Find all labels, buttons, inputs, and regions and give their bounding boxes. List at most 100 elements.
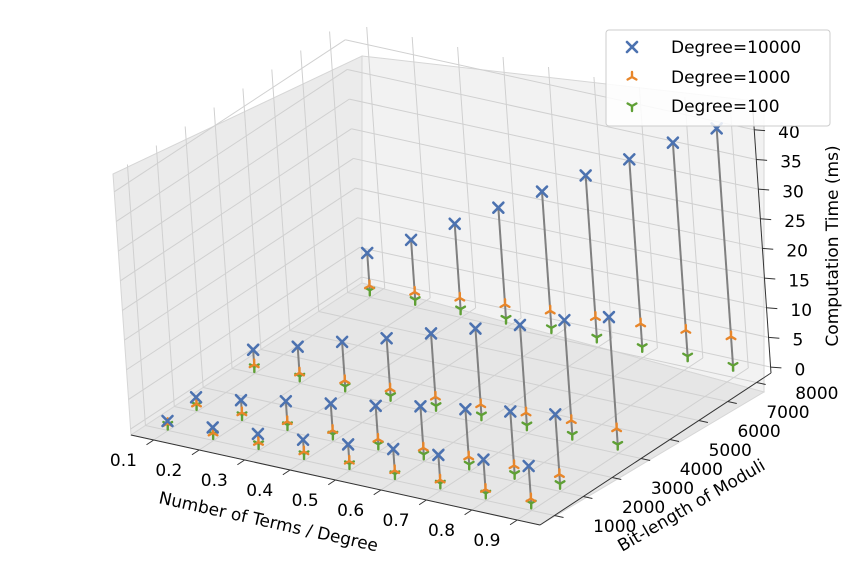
marker-degree-1000 [508, 459, 520, 470]
grid-line-z-side [124, 187, 356, 341]
x-tick-label: 0.2 [155, 461, 182, 481]
z-tick-mark [768, 336, 780, 339]
marker-degree-1000 [190, 397, 203, 408]
y-tick-mark [583, 496, 593, 499]
y-tick-label: 5000 [709, 441, 752, 461]
z-tick-label: 35 [780, 153, 802, 173]
x-tick-label: 0.8 [428, 521, 455, 541]
grid-line-y-floor [289, 330, 699, 421]
marker-degree-10000 [246, 343, 260, 357]
legend: Degree=10000 Degree=1000 Degree=100 [605, 29, 831, 127]
grid-line-y-side [242, 88, 262, 350]
z-axis-label: Computation Time (ms) [823, 145, 843, 346]
z-tick-label: 20 [786, 242, 808, 262]
x-tick-label: 0.5 [292, 491, 319, 511]
x-tick-mark [373, 489, 382, 496]
marker-degree-10000 [279, 394, 293, 408]
grid-line-z-side [118, 98, 350, 252]
marker-degree-10000 [234, 393, 248, 407]
marker-degree-1000 [429, 390, 441, 401]
grid-line-x-floor [289, 317, 522, 471]
grid-line-x-floor [244, 307, 476, 461]
grid-line-z-side [115, 69, 348, 222]
z-tick-mark [756, 158, 768, 161]
x-tick-mark [237, 459, 245, 466]
grid-line-z-side [126, 217, 358, 371]
marker-degree-1000 [339, 374, 351, 385]
marker-degree-10000 [404, 233, 418, 247]
y-tick-label: 2000 [622, 498, 665, 518]
marker-degree-10000 [522, 459, 535, 473]
marker-degree-100 [636, 343, 648, 354]
marker-degree-10000 [369, 399, 382, 413]
marker-degree-100 [385, 392, 397, 402]
data-markers [161, 122, 739, 510]
marker-degree-10000 [341, 438, 355, 451]
x-tick-mark [282, 469, 291, 476]
marker-degree-10000 [513, 318, 527, 332]
grid-line-z-back [353, 157, 763, 249]
y-tick-mark [640, 458, 651, 461]
y-tick-mark [554, 515, 564, 518]
z-tick-mark [762, 247, 774, 250]
marker-degree-100 [430, 402, 442, 412]
marker-degree-1000 [293, 366, 306, 377]
marker-degree-10000 [459, 402, 472, 416]
legend-box [605, 29, 831, 127]
z-tick-label: 40 [778, 123, 800, 143]
marker-degree-10000 [360, 246, 374, 260]
grid-line-y-side [184, 126, 204, 388]
grid-line-y-floor [318, 311, 728, 402]
grid-line-z-side [113, 39, 346, 193]
marker-degree-100 [339, 382, 351, 393]
marker-degree-100 [591, 333, 603, 344]
legend-marker-degree-1000 [626, 70, 638, 81]
marker-degree-1000 [525, 492, 537, 503]
marker-degree-1000 [363, 279, 376, 290]
z-tick-mark [754, 129, 766, 132]
legend-marker-degree-10000 [625, 40, 639, 54]
legend-marker-degree-100 [626, 102, 638, 113]
marker-degree-1000 [434, 473, 446, 484]
marker-degree-1000 [454, 291, 466, 302]
z-tick-mark [758, 188, 770, 191]
x-tick-label: 0.9 [473, 531, 500, 551]
grid-line-z-back [349, 98, 759, 190]
z-tick-label: 30 [782, 182, 804, 202]
marker-degree-10000 [477, 453, 490, 466]
grid-line-z-side [120, 128, 352, 282]
marker-degree-10000 [602, 310, 616, 324]
marker-degree-1000 [384, 382, 396, 393]
legend-label-degree-10000: Degree=10000 [671, 38, 801, 58]
grid-line-x-back [684, 96, 704, 359]
grid-line-y-floor [203, 387, 613, 478]
marker-degree-10000 [251, 427, 265, 441]
y-tick-label: 6000 [737, 422, 780, 442]
marker-degree-10000 [504, 405, 517, 418]
marker-degree-10000 [380, 331, 393, 345]
z-tick-mark [760, 218, 772, 221]
marker-degree-100 [545, 324, 557, 335]
marker-degree-10000 [548, 408, 562, 421]
x-tick-mark [464, 509, 473, 516]
x-tick-label: 0.4 [246, 481, 273, 501]
grid-line-y-floor [347, 292, 757, 383]
grid-line-x-floor [471, 357, 704, 511]
marker-degree-10000 [291, 340, 304, 354]
marker-degree-10000 [535, 185, 549, 198]
grid-line-x-back [411, 36, 431, 299]
marker-degree-100 [463, 460, 475, 471]
marker-degree-10000 [296, 433, 310, 447]
grid-line-x-floor [153, 287, 385, 441]
marker-degree-100 [521, 421, 533, 432]
marker-degree-10000 [448, 217, 462, 231]
y-tick-label: 1000 [593, 517, 636, 537]
grid-line-z-back [351, 128, 761, 220]
grid-line-y-side [300, 50, 320, 312]
grid-lines [113, 26, 771, 521]
marker-degree-1000 [499, 298, 511, 309]
x-tick-mark [509, 519, 518, 526]
marker-degree-100 [682, 352, 694, 363]
marker-degree-100 [418, 450, 430, 461]
z-tick-label: 25 [784, 212, 806, 232]
